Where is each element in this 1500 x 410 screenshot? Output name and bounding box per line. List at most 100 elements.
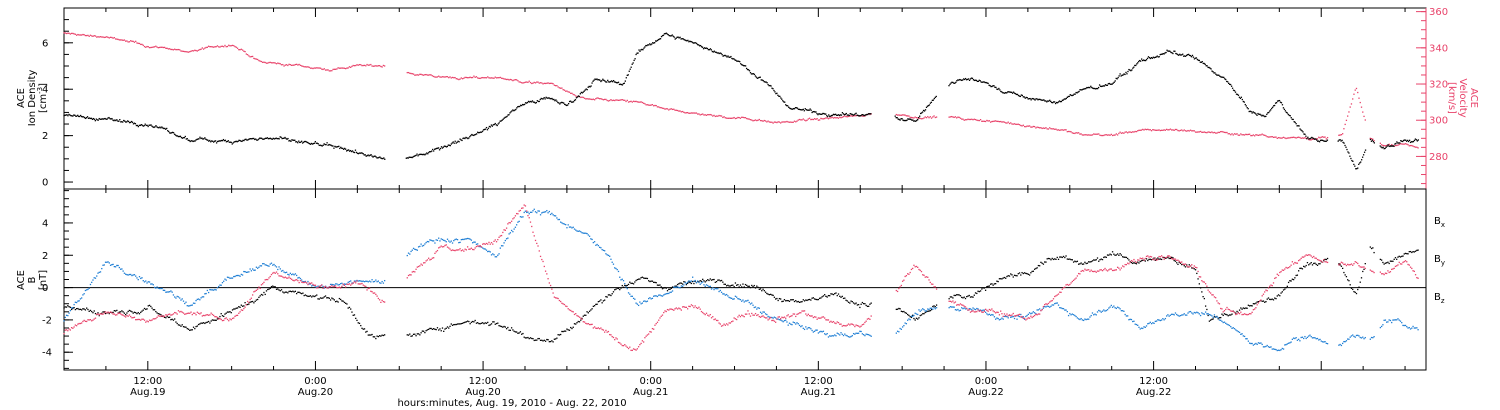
by-point <box>766 313 768 316</box>
velocity-point <box>573 94 576 96</box>
ion-density-point <box>545 96 547 98</box>
ion-density-point <box>850 113 852 115</box>
ion-density-point <box>1143 59 1146 62</box>
ion-density-point <box>195 139 197 141</box>
bx-point <box>1309 263 1311 265</box>
by-point <box>675 286 677 288</box>
ion-density-point <box>270 138 272 140</box>
by-point <box>1135 323 1138 326</box>
by-point <box>1217 317 1219 319</box>
bx-point <box>1149 258 1151 260</box>
by-point <box>744 300 747 302</box>
velocity-point <box>331 70 333 72</box>
velocity-point <box>240 48 242 50</box>
bx-point <box>72 307 74 310</box>
ion-density-point <box>619 83 622 85</box>
bx-point <box>1106 254 1109 256</box>
ion-density-point <box>853 114 855 116</box>
ion-density-point <box>849 112 851 115</box>
ion-density-point <box>731 57 733 60</box>
bx-point <box>653 281 655 284</box>
ion-density-point <box>575 97 578 99</box>
velocity-point <box>806 119 808 121</box>
velocity-point <box>722 116 724 119</box>
ion-density-point <box>1184 55 1187 57</box>
bx-point <box>313 295 315 298</box>
by-point <box>161 287 163 290</box>
bx-point <box>223 315 225 318</box>
bx-point <box>463 322 465 324</box>
ion-density-point <box>958 79 960 81</box>
bx-point <box>1357 288 1359 291</box>
by-point <box>1069 312 1071 315</box>
velocity-point <box>468 77 470 79</box>
velocity-point <box>519 81 522 83</box>
by-point <box>560 221 562 223</box>
ion-density-point <box>607 79 609 82</box>
velocity-point <box>372 65 374 67</box>
bx-point <box>736 284 738 286</box>
velocity-point <box>1275 136 1277 138</box>
bx-point <box>898 307 900 310</box>
bz-point <box>547 278 549 280</box>
velocity-point <box>284 64 286 66</box>
by-point <box>800 325 802 328</box>
velocity-point <box>260 60 263 63</box>
bx-point <box>635 279 637 282</box>
by-point <box>1252 344 1255 346</box>
bx-point <box>1157 257 1159 259</box>
bx-point <box>1393 258 1395 260</box>
bz-point <box>214 316 216 318</box>
by-point <box>915 313 918 315</box>
by-point <box>728 296 730 299</box>
bx-point <box>1176 262 1178 264</box>
bx-point <box>1401 255 1403 258</box>
ion-density-point <box>719 52 721 54</box>
by-point <box>1198 313 1200 315</box>
bx-point <box>864 303 866 305</box>
bx-point <box>917 318 919 320</box>
ion-density-point <box>1083 88 1085 90</box>
by-point <box>259 265 261 267</box>
velocity-point <box>746 117 748 120</box>
ion-density-point <box>653 42 655 44</box>
ion-density-point <box>909 118 911 120</box>
by-point <box>345 283 347 285</box>
by-point <box>84 289 87 292</box>
ion-density-point <box>176 135 179 137</box>
velocity-point <box>516 79 518 81</box>
bz-point <box>297 280 299 282</box>
velocity-point <box>987 120 989 122</box>
ion-density-point <box>679 36 681 38</box>
ion-density-point <box>1095 88 1097 90</box>
ion-density-point <box>492 124 494 126</box>
bx-point <box>957 294 959 296</box>
by-point <box>243 270 245 273</box>
velocity-point <box>1196 131 1198 133</box>
bx-point <box>1310 262 1312 264</box>
ion-density-point <box>113 119 115 122</box>
bz-point <box>472 248 474 251</box>
by-point <box>509 232 512 234</box>
bz-point <box>180 310 182 313</box>
by-point <box>1132 320 1134 323</box>
velocity-point <box>313 67 315 69</box>
bx-point <box>140 311 142 313</box>
ion-density-point <box>1256 114 1258 116</box>
velocity-point <box>961 118 963 120</box>
by-point <box>132 274 134 276</box>
by-point <box>866 333 869 336</box>
bx-point <box>979 290 982 292</box>
ion-density-point <box>680 38 682 40</box>
bx-point <box>922 313 924 315</box>
ion-density-point <box>867 113 869 116</box>
bx-point <box>1020 274 1022 276</box>
by-point <box>650 298 652 300</box>
ion-density-point <box>650 44 652 46</box>
by-point <box>107 261 109 263</box>
by-point <box>351 282 353 284</box>
velocity-point <box>380 65 382 68</box>
bx-point <box>1085 262 1087 265</box>
bx-point <box>176 322 178 325</box>
ion-density-point <box>538 100 540 103</box>
